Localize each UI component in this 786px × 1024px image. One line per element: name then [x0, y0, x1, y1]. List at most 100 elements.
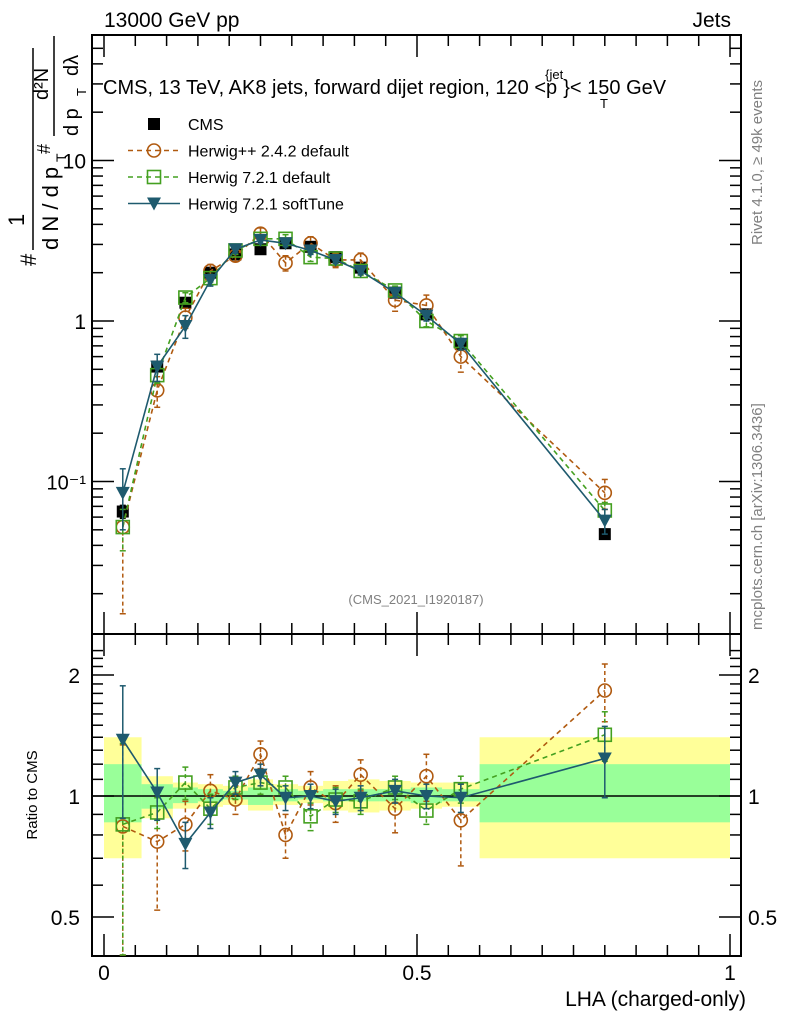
ylabel-one: 1: [4, 214, 29, 226]
data-point: [253, 233, 268, 247]
xlabel: LHA (charged-only): [565, 988, 746, 1011]
data-point: [597, 683, 613, 698]
data-point: [328, 795, 343, 809]
data-point: [178, 837, 193, 851]
data-point: [115, 733, 130, 747]
series-herwig-7-2-1-softtune: [115, 685, 612, 870]
legend-entry: CMS: [148, 117, 224, 134]
data-point: [353, 767, 368, 782]
main-ytick-label: 10⁻¹: [47, 473, 87, 495]
ratio-ytick-label: 0.5: [51, 907, 80, 930]
data-point: [328, 253, 343, 267]
series-herwig-7-2-1-default: [115, 231, 613, 552]
series-herwig-7-2-1-softtune: [115, 233, 612, 535]
series-cms: [116, 237, 611, 541]
data-point: [419, 790, 434, 803]
data-point: [228, 243, 243, 257]
data-point: [453, 791, 468, 805]
data-point: [303, 790, 318, 803]
data-point: [278, 237, 293, 251]
data-point: [353, 791, 368, 805]
legend-entry: Herwig 7.2.1 softTune: [128, 197, 344, 214]
data-point: [228, 776, 243, 790]
ratio-ytick-label: 1: [68, 786, 80, 809]
ylabel-t-sub: T: [53, 153, 69, 162]
data-point: [278, 827, 293, 843]
legend-marker: [146, 143, 162, 158]
tick-labels: 10 1 10⁻¹ 2 2 1 1 0.5 0.5 0 0.5 1: [47, 151, 778, 986]
ratio-ylabel: Ratio to CMS: [24, 750, 41, 839]
series-line: [122, 734, 606, 826]
data-point: [388, 784, 403, 798]
data-point: [150, 786, 165, 800]
legend-label: Herwig 7.2.1 default: [188, 170, 331, 187]
ylabel-lambda: dλ: [61, 55, 83, 76]
data-point: [303, 244, 318, 258]
legend: CMS Herwig++ 2.4.2 default Herwig 7.2.1 de…: [128, 117, 350, 214]
data-point: [453, 337, 468, 351]
legend-entry: Herwig++ 2.4.2 default: [128, 143, 350, 161]
header-left: 13000 GeV pp: [104, 9, 239, 32]
data-point: [353, 264, 368, 278]
header-right: Jets: [692, 9, 731, 32]
analysis-id: (CMS_2021_I1920187): [348, 592, 483, 607]
xtick-label: 0: [98, 962, 110, 985]
main-series: [115, 226, 613, 615]
plot-title-post: }< 150 GeV: [563, 77, 667, 99]
ylabel-hash2: #: [34, 144, 54, 154]
ratio-ytick-label: 2: [68, 665, 80, 688]
data-point: [419, 768, 434, 784]
plot-title-main: CMS, 13 TeV, AK8 jets, forward dijet reg…: [103, 77, 557, 99]
data-point: [388, 286, 403, 300]
mcplots-label: mcplots.cern.ch [arXiv:1306.3436]: [749, 403, 766, 630]
data-point: [178, 290, 193, 305]
data-point: [253, 746, 268, 762]
data-point: [253, 768, 268, 782]
legend-entry: Herwig 7.2.1 default: [128, 169, 331, 187]
ratio-ytick-label-right: 1: [748, 786, 760, 809]
data-point: [203, 274, 218, 288]
data-point: [278, 791, 293, 805]
data-point: [453, 813, 469, 828]
rivet-version-label: Rivet 4.1.0, ≥ 49k events: [749, 80, 766, 245]
data-point: [597, 485, 613, 501]
data-point: [115, 486, 130, 500]
main-ytick-label: 1: [74, 311, 86, 334]
ylabel-t-sub2: T: [74, 88, 89, 96]
legend-marker: [146, 169, 162, 185]
series-line: [122, 232, 606, 528]
ratio-series: [115, 663, 613, 956]
data-point: [419, 309, 434, 323]
plot-title-sup: {jet: [545, 67, 563, 82]
main-ytick-label: 10: [63, 151, 86, 174]
ylabel-hash: #: [16, 253, 41, 266]
legend-marker: [147, 197, 161, 211]
data-point: [278, 255, 293, 271]
data-point: [150, 360, 165, 374]
main-ylabel: # 1 d N / d p T # d²N d p T dλ: [4, 36, 89, 266]
ylabel-denominator: d N / d p: [38, 167, 63, 250]
legend-label: Herwig 7.2.1 softTune: [188, 197, 344, 214]
data-point: [203, 806, 218, 820]
data-point: [178, 320, 193, 334]
plot-title: CMS, 13 TeV, AK8 jets, forward dijet reg…: [103, 67, 667, 99]
ratio-bands: [104, 737, 730, 859]
xtick-label: 0.5: [402, 962, 431, 985]
legend-label: CMS: [188, 117, 224, 134]
legend-marker: [148, 118, 160, 130]
ratio-ytick-label-right: 0.5: [748, 907, 777, 930]
data-point: [597, 752, 612, 766]
ratio-ytick-label-right: 2: [748, 665, 760, 688]
data-point: [149, 834, 165, 849]
ylabel-den2: d p: [61, 108, 83, 136]
data-point: [303, 809, 318, 824]
series-herwig-2-4-2-default: [115, 226, 613, 615]
xtick-label: 1: [724, 962, 736, 985]
data-point: [178, 775, 193, 790]
data-point: [597, 514, 612, 528]
data-point: [254, 243, 267, 256]
plot-title-sub: T: [600, 96, 608, 111]
series-line: [122, 239, 606, 522]
series-line: [121, 238, 606, 528]
